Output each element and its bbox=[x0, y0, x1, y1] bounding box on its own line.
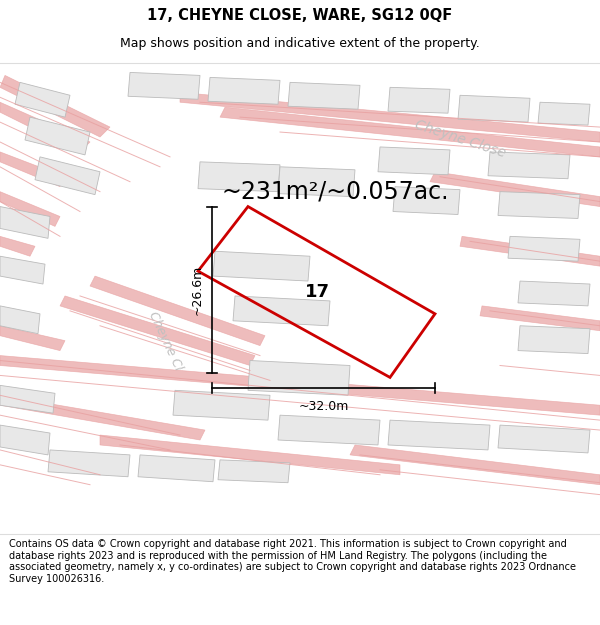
Polygon shape bbox=[458, 95, 530, 122]
Polygon shape bbox=[0, 395, 205, 440]
Polygon shape bbox=[0, 192, 60, 226]
Polygon shape bbox=[0, 356, 600, 415]
Polygon shape bbox=[173, 391, 270, 420]
Polygon shape bbox=[460, 236, 600, 266]
Text: ~32.0m: ~32.0m bbox=[298, 400, 349, 413]
Polygon shape bbox=[518, 281, 590, 306]
Polygon shape bbox=[0, 152, 65, 187]
Text: Cheyne Cl: Cheyne Cl bbox=[146, 309, 184, 372]
Polygon shape bbox=[248, 361, 350, 395]
Polygon shape bbox=[508, 236, 580, 261]
Polygon shape bbox=[0, 76, 110, 137]
Polygon shape bbox=[393, 187, 460, 214]
Polygon shape bbox=[25, 117, 90, 155]
Text: ~26.6m: ~26.6m bbox=[191, 265, 204, 315]
Text: Map shows position and indicative extent of the property.: Map shows position and indicative extent… bbox=[120, 37, 480, 50]
Polygon shape bbox=[388, 420, 490, 450]
Polygon shape bbox=[233, 296, 330, 326]
Text: ~231m²/~0.057ac.: ~231m²/~0.057ac. bbox=[221, 179, 449, 204]
Polygon shape bbox=[518, 326, 590, 354]
Polygon shape bbox=[0, 386, 55, 413]
Polygon shape bbox=[498, 425, 590, 453]
Polygon shape bbox=[488, 152, 570, 179]
Text: Contains OS data © Crown copyright and database right 2021. This information is : Contains OS data © Crown copyright and d… bbox=[9, 539, 576, 584]
Polygon shape bbox=[498, 192, 580, 219]
Polygon shape bbox=[180, 92, 600, 142]
Polygon shape bbox=[0, 425, 50, 455]
Polygon shape bbox=[0, 326, 65, 351]
Polygon shape bbox=[0, 102, 90, 152]
Polygon shape bbox=[0, 256, 45, 284]
Polygon shape bbox=[430, 172, 600, 206]
Polygon shape bbox=[90, 276, 265, 346]
Polygon shape bbox=[138, 455, 215, 482]
Polygon shape bbox=[388, 88, 450, 113]
Polygon shape bbox=[35, 157, 100, 194]
Polygon shape bbox=[218, 460, 290, 482]
Polygon shape bbox=[278, 415, 380, 445]
Polygon shape bbox=[538, 102, 590, 125]
Polygon shape bbox=[220, 107, 600, 157]
Text: 17, CHEYNE CLOSE, WARE, SG12 0QF: 17, CHEYNE CLOSE, WARE, SG12 0QF bbox=[148, 8, 452, 23]
Polygon shape bbox=[350, 445, 600, 485]
Polygon shape bbox=[0, 236, 35, 256]
Polygon shape bbox=[378, 147, 450, 175]
Text: 17: 17 bbox=[305, 283, 330, 301]
Polygon shape bbox=[0, 206, 50, 238]
Polygon shape bbox=[60, 296, 255, 366]
Polygon shape bbox=[480, 306, 600, 331]
Polygon shape bbox=[208, 78, 280, 104]
Polygon shape bbox=[0, 306, 40, 334]
Polygon shape bbox=[128, 72, 200, 99]
Polygon shape bbox=[198, 162, 280, 192]
Polygon shape bbox=[48, 450, 130, 477]
Polygon shape bbox=[213, 251, 310, 281]
Polygon shape bbox=[278, 167, 355, 197]
Polygon shape bbox=[15, 82, 70, 117]
Text: Cheyne Close: Cheyne Close bbox=[413, 118, 507, 160]
Polygon shape bbox=[100, 435, 400, 475]
Polygon shape bbox=[288, 82, 360, 109]
